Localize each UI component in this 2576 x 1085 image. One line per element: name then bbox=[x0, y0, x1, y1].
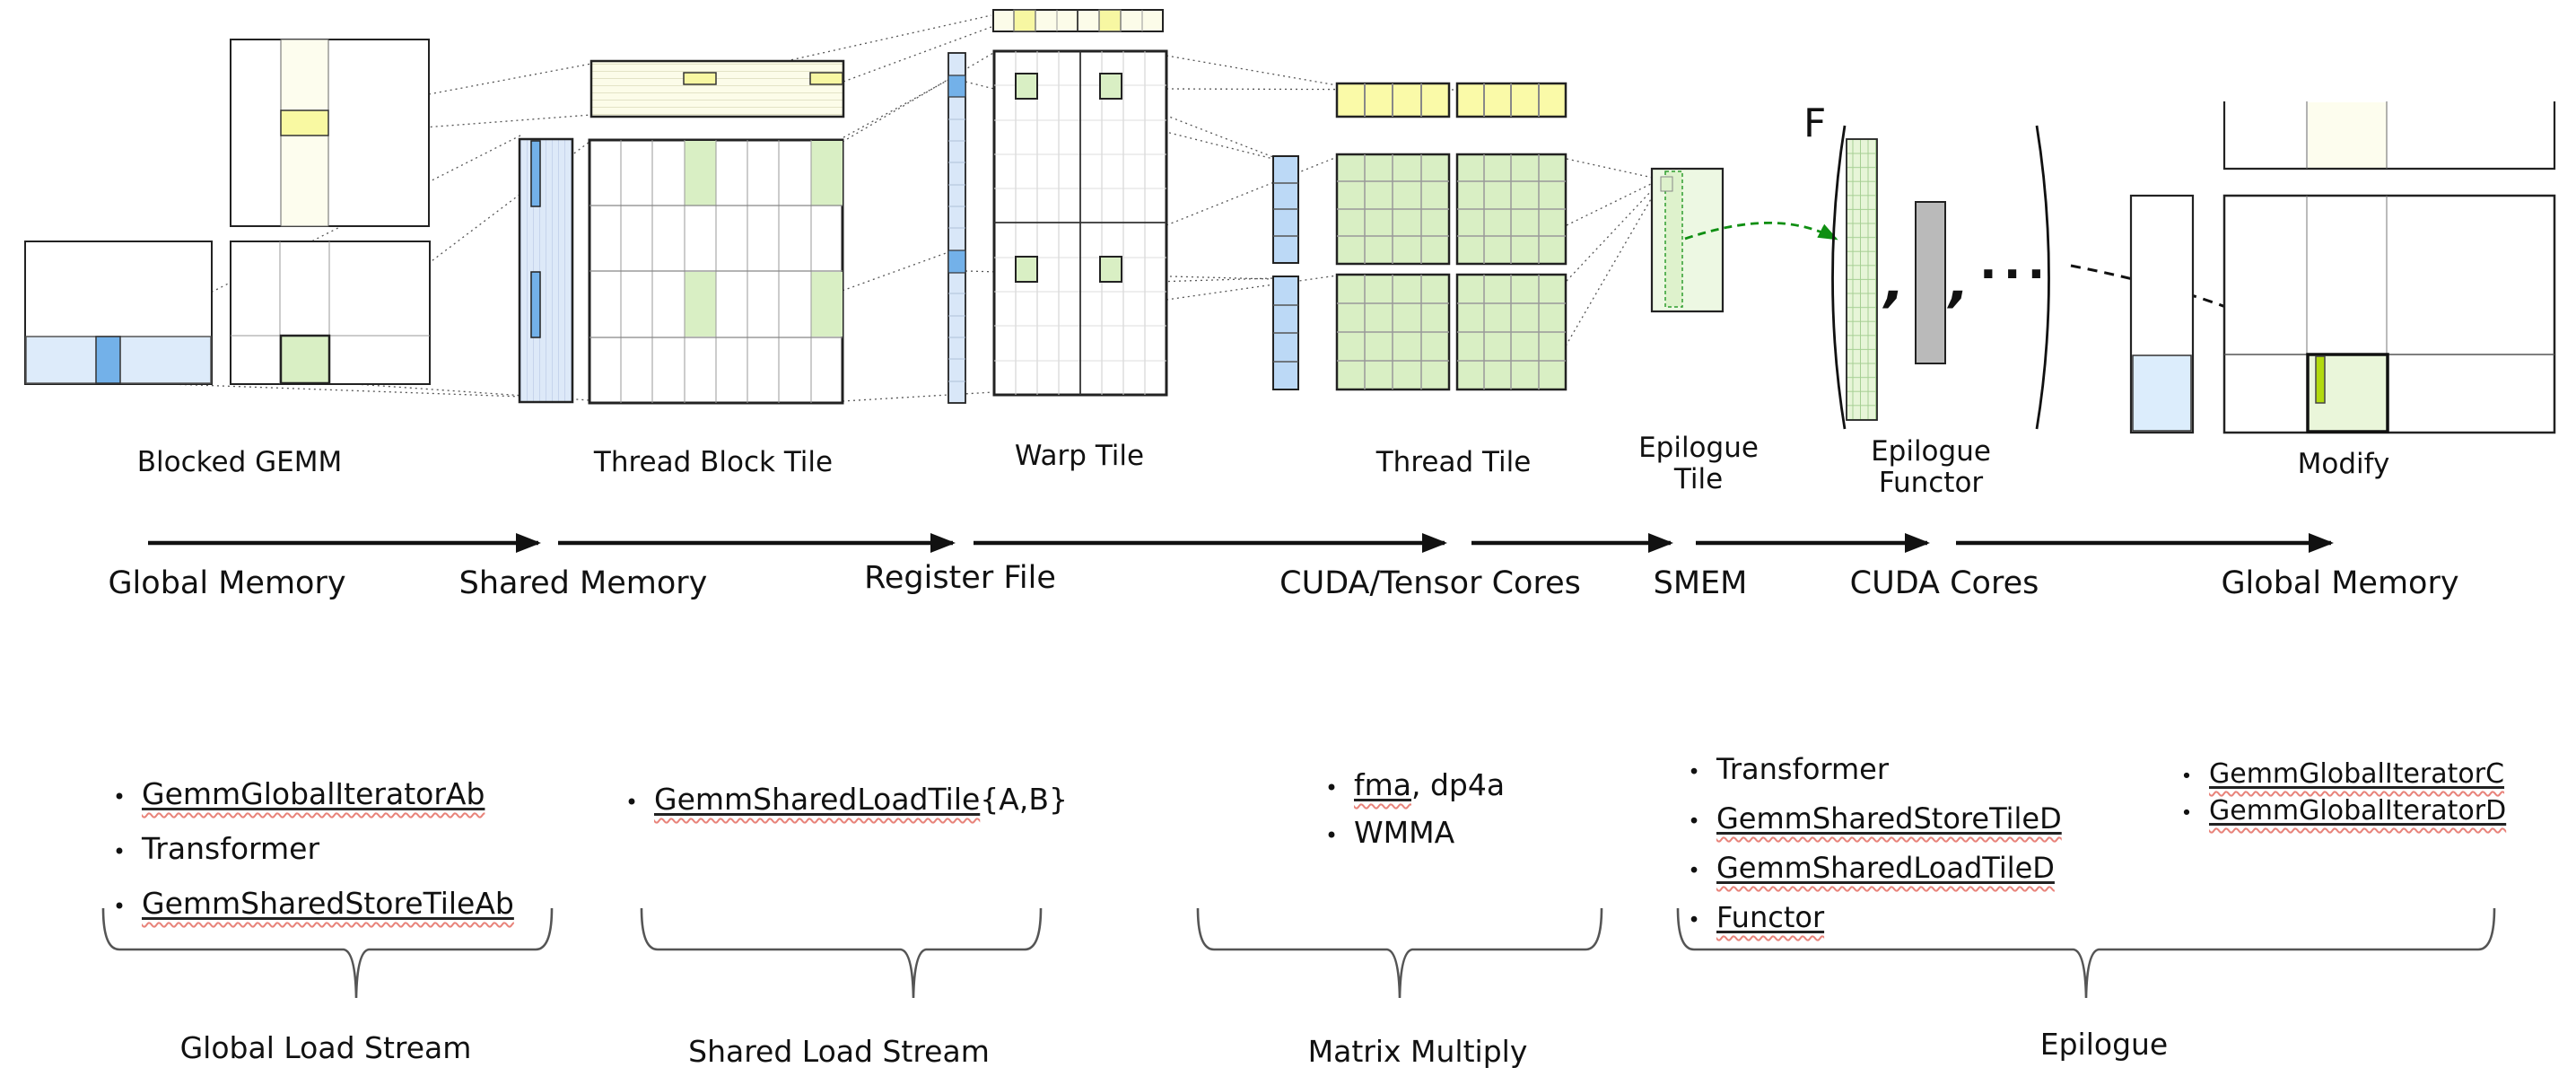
open-paren bbox=[1831, 125, 1847, 430]
list-item-text: GemmSharedLoadTileD bbox=[1716, 851, 2055, 885]
matrix-b-block bbox=[280, 109, 329, 136]
list-item-text: GemmGlobalIteratorD bbox=[2209, 795, 2507, 827]
label-epilogue-functor: Epilogue Functor bbox=[1871, 435, 1991, 499]
modify-group bbox=[2129, 101, 2556, 434]
label-epilogue-tile: Epilogue Tile bbox=[1638, 432, 1759, 495]
register-file-strip bbox=[947, 52, 966, 404]
stream-underbraces bbox=[101, 907, 2496, 999]
label-global-load-stream: Global Load Stream bbox=[179, 1030, 472, 1065]
list-item-text: WMMA bbox=[1354, 815, 1455, 850]
functor-comma-2: , bbox=[1949, 251, 1969, 314]
modified-column-highlight bbox=[2315, 355, 2326, 404]
list-item: • GemmGlobalIteratorAb bbox=[104, 768, 514, 823]
list-item: • Transformer bbox=[1679, 747, 2062, 796]
warp-tile-group bbox=[992, 9, 1168, 397]
label-blocked-gemm: Blocked GEMM bbox=[136, 446, 343, 478]
label-register-file: Register File bbox=[864, 560, 1056, 596]
list-item: • Functor bbox=[1679, 895, 2062, 944]
list-item-text: Transformer bbox=[1716, 752, 1890, 786]
bullet-icon: • bbox=[1688, 810, 1700, 834]
bullet-icon: • bbox=[112, 894, 126, 919]
shared-b-tile bbox=[589, 59, 845, 118]
matrix-c-block bbox=[279, 334, 331, 385]
list-item-text: GemmSharedStoreTileD bbox=[1716, 801, 2062, 836]
component-list-global-store: • GemmGlobalIteratorC • GemmGlobalIteratorD bbox=[2171, 757, 2507, 831]
epilogue-to-functor-arrow bbox=[1684, 221, 1838, 241]
label-thread-tile: Thread Tile bbox=[1375, 446, 1532, 478]
blocked-gemm-group bbox=[24, 39, 431, 385]
bullet-icon: • bbox=[1324, 823, 1338, 848]
label-cuda-tensor-cores: CUDA/Tensor Cores bbox=[1279, 565, 1581, 601]
label-global-memory-left: Global Memory bbox=[108, 565, 346, 601]
list-item: • fma, dp4a bbox=[1316, 763, 1505, 810]
bullet-icon: • bbox=[112, 839, 126, 864]
list-item: • GemmSharedStoreTileAb bbox=[104, 878, 514, 932]
label-warp-tile: Warp Tile bbox=[1014, 440, 1145, 472]
functor-f-symbol: F bbox=[1803, 101, 1827, 146]
label-epilogue-stream: Epilogue bbox=[2039, 1027, 2169, 1062]
bullet-icon: • bbox=[1688, 860, 1700, 883]
functor-accumulator-column bbox=[1846, 138, 1878, 421]
functor-comma-1: , bbox=[1884, 251, 1905, 314]
list-item-text: GemmSharedLoadTile bbox=[654, 782, 981, 817]
bullet-icon: • bbox=[2180, 766, 2193, 788]
bullet-icon: • bbox=[1324, 775, 1338, 801]
bullet-icon: • bbox=[2180, 802, 2193, 825]
bullet-icon: • bbox=[112, 784, 126, 809]
list-item-text: GemmGlobalIteratorAb bbox=[142, 776, 485, 811]
list-item: • GemmSharedLoadTile{A,B} bbox=[616, 774, 1068, 828]
list-item: • GemmSharedStoreTileD bbox=[1679, 796, 2062, 845]
epilogue-tile-group bbox=[1650, 167, 1725, 313]
list-item-text: GemmSharedStoreTileAb bbox=[142, 886, 514, 921]
list-item-text: fma bbox=[1354, 767, 1411, 802]
bullet-icon: • bbox=[1688, 909, 1700, 932]
label-thread-block-tile: Thread Block Tile bbox=[593, 446, 834, 478]
label-global-memory-right: Global Memory bbox=[2221, 565, 2459, 601]
modify-output-matrix bbox=[2222, 194, 2556, 434]
list-item: • GemmSharedLoadTileD bbox=[1679, 845, 2062, 895]
thread-tile-group bbox=[1272, 82, 1567, 391]
matrix-a-block bbox=[95, 336, 121, 384]
label-shared-load-stream: Shared Load Stream bbox=[688, 1034, 990, 1069]
list-item-text: Transformer bbox=[142, 831, 320, 866]
bullet-icon: • bbox=[624, 790, 638, 815]
close-paren bbox=[2035, 125, 2050, 430]
epilogue-tile-column bbox=[1664, 171, 1683, 308]
label-modify: Modify bbox=[2297, 448, 2390, 480]
list-item-text: GemmGlobalIteratorC bbox=[2209, 758, 2505, 790]
thread-block-tile-group bbox=[518, 59, 845, 405]
shared-a-tile bbox=[518, 137, 574, 404]
functor-ellipsis: ··· bbox=[1979, 248, 2052, 302]
label-matrix-multiply: Matrix Multiply bbox=[1307, 1034, 1528, 1069]
list-item: • WMMA bbox=[1316, 810, 1505, 858]
label-cuda-cores: CUDA Cores bbox=[1849, 565, 2039, 601]
label-smem: SMEM bbox=[1653, 565, 1748, 601]
list-item: • Transformer bbox=[104, 823, 514, 878]
list-item: • GemmGlobalIteratorC bbox=[2171, 757, 2506, 794]
bullet-icon: • bbox=[1688, 761, 1700, 784]
thread-accumulator-grids bbox=[1335, 153, 1567, 391]
epilogue-functor-group bbox=[1831, 125, 2050, 430]
component-list-matrix-multiply: • fma, dp4a • WMMA bbox=[1316, 763, 1505, 858]
list-item-text: {A,B} bbox=[980, 782, 1068, 817]
list-item-text: , dp4a bbox=[1411, 767, 1506, 802]
list-item: • GemmGlobalIteratorD bbox=[2171, 794, 2507, 831]
label-shared-memory: Shared Memory bbox=[458, 565, 708, 601]
list-item-text: Functor bbox=[1716, 900, 1825, 934]
component-list-epilogue: • Transformer • GemmSharedStoreTileD • GemmSh… bbox=[1679, 747, 2062, 944]
component-list-global-load: • GemmGlobalIteratorAb • Transformer • GemmSh… bbox=[104, 768, 514, 932]
component-list-shared-load: • GemmSharedLoadTile{A,B} bbox=[616, 774, 1068, 828]
functor-source-column bbox=[1915, 201, 1946, 364]
